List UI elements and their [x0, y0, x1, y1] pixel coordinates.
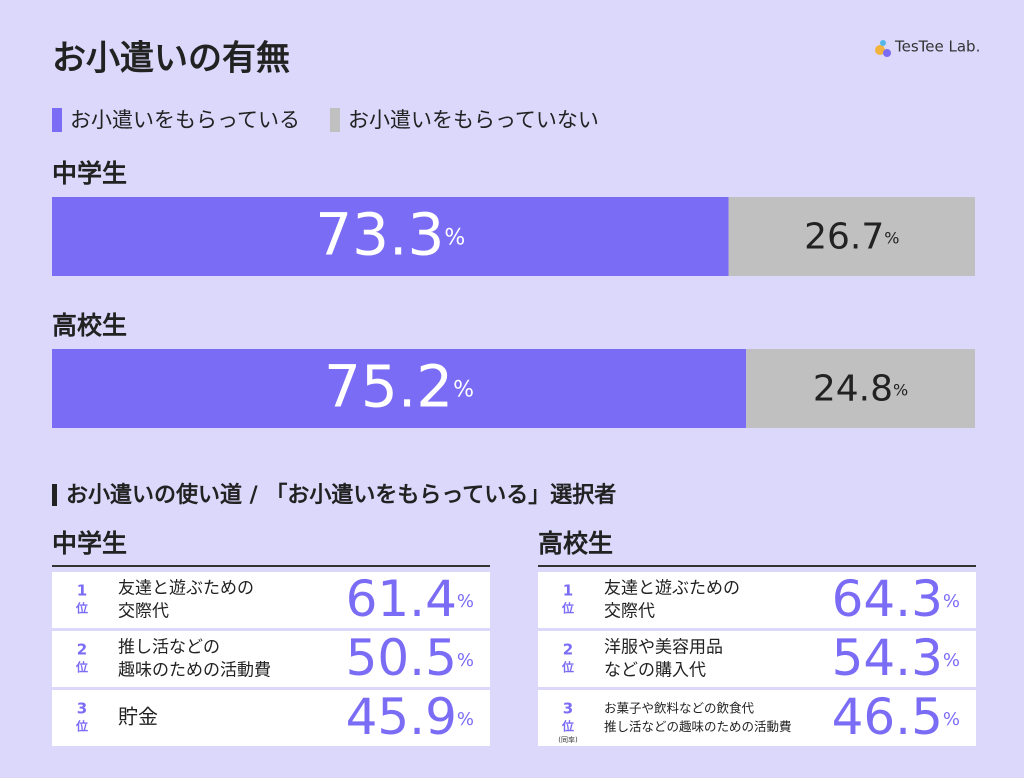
value-label: 26.7%: [804, 217, 899, 258]
value-number: 64.3: [832, 570, 943, 628]
rank-suffix: 位: [75, 719, 88, 734]
title: お小遣いの有無: [52, 39, 290, 79]
value-unit: %: [943, 591, 960, 612]
value-number: 46.5: [832, 688, 943, 746]
rank-number: 3: [563, 700, 573, 718]
bar-segment: [746, 349, 975, 428]
value-unit: %: [943, 650, 960, 671]
brand-logo: TesTee Lab.: [875, 38, 980, 57]
value-unit: %: [943, 709, 960, 730]
rank-row: [538, 690, 976, 746]
category-label: 中学生: [52, 159, 127, 188]
value-unit: %: [453, 378, 474, 403]
rank-number: 1: [77, 582, 87, 600]
legend-label: お小遣いをもらっていない: [348, 108, 599, 132]
value-number: 45.9: [346, 688, 457, 746]
value-label: 73.3%: [315, 201, 465, 269]
logo-dot: [883, 49, 891, 57]
value-number: 61.4: [346, 570, 457, 628]
rank-suffix: 位: [75, 601, 88, 616]
rank-number: 3: [77, 700, 87, 718]
rank-number: 1: [563, 582, 573, 600]
group-label: 中学生: [52, 529, 127, 558]
logo-dot: [880, 40, 886, 46]
rank-suffix: 位: [561, 601, 574, 616]
rank-row: [52, 572, 490, 628]
value-number: 75.2: [324, 353, 453, 421]
item-value: 50.5%: [346, 629, 474, 687]
bar-segment: [52, 349, 747, 428]
bar-segment: [728, 197, 975, 276]
legend-swatch: [52, 108, 62, 132]
category-label: 高校生: [52, 311, 127, 340]
logo-dot: [875, 45, 885, 55]
item-label: などの購入代: [604, 661, 706, 681]
rank-row: [538, 631, 976, 687]
value-number: 26.7: [804, 217, 884, 258]
item-value: 61.4%: [346, 570, 474, 628]
value-number: 54.3: [832, 629, 943, 687]
legend-label: お小遣いをもらっている: [70, 108, 300, 132]
item-label: 交際代: [604, 602, 655, 622]
item-label: 洋服や美容用品: [604, 638, 723, 658]
rank-number: 2: [563, 641, 573, 659]
value-unit: %: [884, 228, 899, 247]
rank-suffix: 位: [75, 660, 88, 675]
value-unit: %: [457, 709, 474, 730]
rank-row: [52, 631, 490, 687]
rank-note: (同率): [558, 736, 578, 744]
item-value: 46.5%: [832, 688, 960, 746]
value-number: 50.5: [346, 629, 457, 687]
item-label: 推し活などの趣味のための活動費: [604, 719, 792, 734]
item-value: 64.3%: [832, 570, 960, 628]
legend-swatch: [329, 108, 340, 132]
bar-segment: [52, 197, 729, 276]
value-unit: %: [457, 650, 474, 671]
value-label: 75.2%: [324, 353, 474, 421]
item-label: 推し活などの: [118, 638, 220, 658]
item-value: 45.9%: [346, 688, 474, 746]
item-label: 友達と遊ぶための: [604, 579, 740, 599]
rank-row: [52, 690, 490, 746]
section-title: お小遣いの使い道 / 「お小遣いをもらっている」選択者: [66, 483, 616, 508]
item-label: 交際代: [118, 602, 169, 622]
group-label: 高校生: [538, 529, 613, 558]
value-number: 73.3: [315, 201, 444, 269]
brand-text: TesTee Lab.: [894, 38, 980, 56]
item-value: 54.3%: [832, 629, 960, 687]
item-label: お菓子や飲料などの飲食代: [604, 700, 755, 715]
rank-number: 2: [77, 641, 87, 659]
item-label: 友達と遊ぶための: [118, 579, 254, 599]
rank-row: [538, 572, 976, 628]
section-marker: [52, 484, 57, 506]
value-number: 24.8: [813, 369, 893, 410]
rank-suffix: 位: [561, 719, 574, 734]
value-unit: %: [444, 226, 465, 251]
item-label: 貯金: [118, 705, 158, 729]
value-label: 24.8%: [813, 369, 908, 410]
item-label: 趣味のための活動費: [118, 661, 271, 681]
value-unit: %: [893, 380, 908, 399]
value-unit: %: [457, 591, 474, 612]
rank-suffix: 位: [561, 660, 574, 675]
